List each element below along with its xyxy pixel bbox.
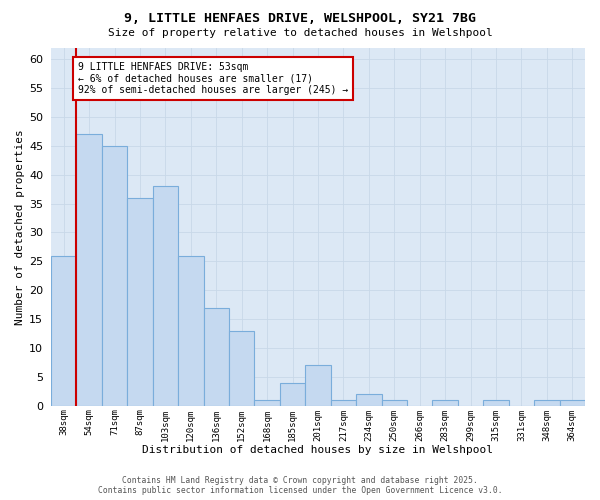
Bar [229,330,254,406]
Bar [305,366,331,406]
Text: 9 LITTLE HENFAES DRIVE: 53sqm
← 6% of detached houses are smaller (17)
92% of se: 9 LITTLE HENFAES DRIVE: 53sqm ← 6% of de… [77,62,348,95]
Bar [280,382,305,406]
Bar [331,400,356,406]
Bar [76,134,102,406]
Bar [51,256,76,406]
Bar [102,146,127,406]
Text: Contains HM Land Registry data © Crown copyright and database right 2025.
Contai: Contains HM Land Registry data © Crown c… [98,476,502,495]
Bar [254,400,280,406]
Text: 9, LITTLE HENFAES DRIVE, WELSHPOOL, SY21 7BG: 9, LITTLE HENFAES DRIVE, WELSHPOOL, SY21… [124,12,476,26]
Bar [178,256,203,406]
Bar [382,400,407,406]
Text: Size of property relative to detached houses in Welshpool: Size of property relative to detached ho… [107,28,493,38]
Bar [203,308,229,406]
Bar [483,400,509,406]
Bar [127,198,152,406]
Bar [152,186,178,406]
Y-axis label: Number of detached properties: Number of detached properties [15,129,25,324]
Bar [534,400,560,406]
Bar [433,400,458,406]
X-axis label: Distribution of detached houses by size in Welshpool: Distribution of detached houses by size … [142,445,493,455]
Bar [356,394,382,406]
Bar [560,400,585,406]
